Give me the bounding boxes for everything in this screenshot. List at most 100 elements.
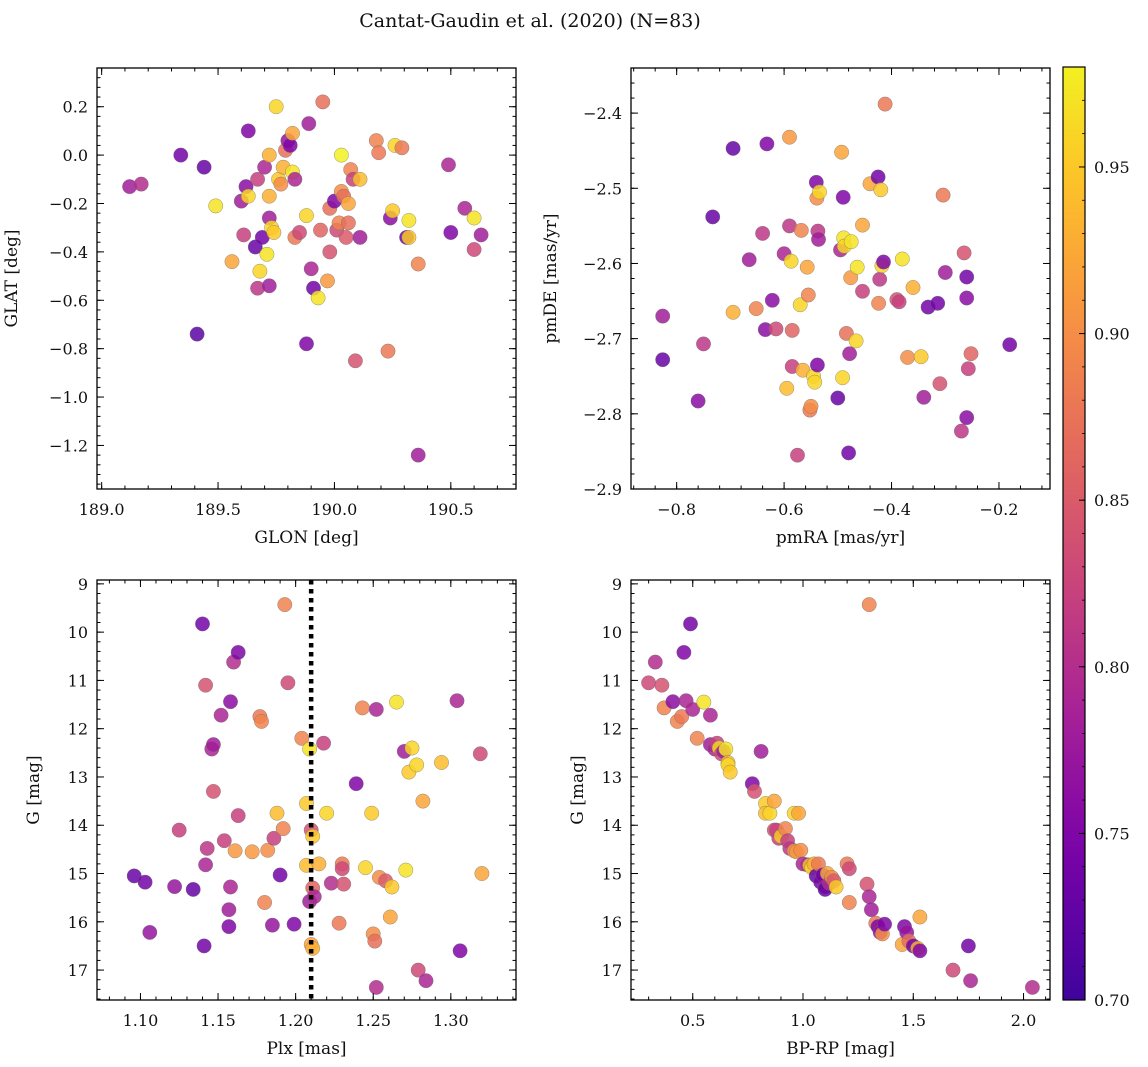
data-point: [848, 333, 864, 349]
data-point: [316, 735, 332, 751]
data-point: [764, 292, 780, 308]
data-point: [900, 349, 916, 365]
data-point: [842, 346, 858, 362]
data-point: [285, 125, 300, 141]
data-point: [410, 447, 426, 463]
data-point: [784, 322, 800, 338]
y-tick-label: 9: [612, 575, 622, 594]
data-point: [877, 916, 893, 932]
data-point: [803, 398, 819, 414]
data-point: [415, 793, 431, 809]
data-point: [230, 808, 246, 824]
data-point: [835, 189, 851, 205]
data-point: [1024, 979, 1040, 995]
data-point: [418, 973, 434, 989]
data-point: [913, 349, 929, 365]
data-point: [782, 129, 797, 145]
y-tick-label: −2.4: [583, 104, 622, 123]
x-tick-label: 1.15: [200, 1011, 236, 1030]
ticks: [97, 580, 516, 1000]
data-point: [205, 737, 221, 753]
y-tick-label: −1.2: [49, 436, 88, 455]
data-point: [336, 876, 352, 892]
data-point: [310, 290, 326, 306]
data-point: [382, 909, 398, 925]
data-point: [221, 919, 237, 935]
colorbar-tick-label: 0.70: [1094, 991, 1130, 1010]
data-point: [227, 843, 243, 859]
y-tick-label: −0.6: [49, 291, 88, 310]
data-point: [894, 251, 910, 267]
data-point: [303, 261, 319, 277]
data-point: [665, 694, 681, 710]
y-tick-label: 12: [602, 720, 622, 739]
y-tick-label: 14: [602, 816, 622, 835]
data-point: [452, 943, 468, 959]
data-point: [753, 743, 769, 759]
colorbar-fill: [1062, 66, 1086, 1001]
y-axis-label: G [mag]: [568, 755, 588, 824]
data-point: [236, 227, 252, 243]
panel-1: 189.0 189.5 190.0 190.5 0.2 0.0 −0.2 −0.4 −0.6 −0…: [2, 67, 517, 548]
data-point: [266, 830, 282, 846]
points: [641, 597, 1040, 995]
data-point: [655, 352, 671, 368]
y-tick-label: 12: [68, 720, 88, 739]
y-tick-label: 0.2: [63, 98, 88, 117]
ticks: [631, 580, 1050, 1000]
data-point: [410, 256, 426, 272]
x-tick-label: 1.25: [355, 1011, 391, 1030]
data-point: [725, 140, 741, 156]
y-tick-label: −2.7: [583, 330, 622, 349]
data-point: [963, 346, 979, 362]
data-point: [835, 370, 851, 386]
data-point: [259, 246, 275, 262]
x-axis-label: Plx [mas]: [266, 1039, 346, 1059]
data-point: [252, 263, 268, 279]
data-point: [352, 171, 368, 187]
x-tick-label: 1.5: [901, 1011, 926, 1030]
data-point: [230, 644, 246, 660]
data-point: [216, 833, 232, 849]
y-tick-label: −1.0: [49, 388, 88, 407]
data-point: [173, 147, 189, 163]
data-point: [963, 973, 979, 989]
ticks: [97, 67, 516, 489]
data-point: [876, 254, 891, 270]
data-point: [313, 222, 328, 238]
plot-frame: [96, 67, 517, 490]
data-point: [655, 308, 671, 324]
data-point: [261, 278, 277, 294]
data-point: [930, 295, 946, 311]
panels: 189.0 189.5 190.0 190.50.20.0−0.2−0.4−0.6−0…: [2, 67, 1051, 1059]
data-point: [766, 793, 782, 809]
data-point: [394, 140, 410, 156]
data-point: [1002, 337, 1018, 353]
data-point: [273, 176, 289, 192]
data-point: [224, 254, 240, 270]
data-point: [676, 644, 692, 660]
data-point: [364, 805, 380, 821]
data-point: [299, 336, 314, 352]
x-tick-label: 1.0: [790, 1011, 815, 1030]
x-tick-label: 1.20: [278, 1011, 314, 1030]
y-tick-label: −2.5: [583, 179, 622, 198]
data-point: [843, 234, 859, 250]
data-point: [791, 805, 807, 821]
colorbar-tick-label: 0.95: [1094, 158, 1130, 177]
data-point: [266, 225, 282, 240]
data-point: [244, 844, 260, 860]
y-tick-label: 16: [68, 913, 88, 932]
data-point: [205, 783, 221, 799]
x-axis-label: pmRA [mas/yr]: [776, 528, 905, 548]
data-point: [960, 361, 976, 377]
y-tick-label: 10: [602, 623, 622, 642]
data-point: [690, 393, 706, 409]
data-point: [401, 229, 417, 245]
data-point: [912, 909, 928, 925]
data-point: [959, 269, 975, 285]
y-tick-label: −2.9: [583, 480, 622, 499]
data-point: [443, 225, 459, 240]
y-tick-label: 9: [78, 575, 88, 594]
